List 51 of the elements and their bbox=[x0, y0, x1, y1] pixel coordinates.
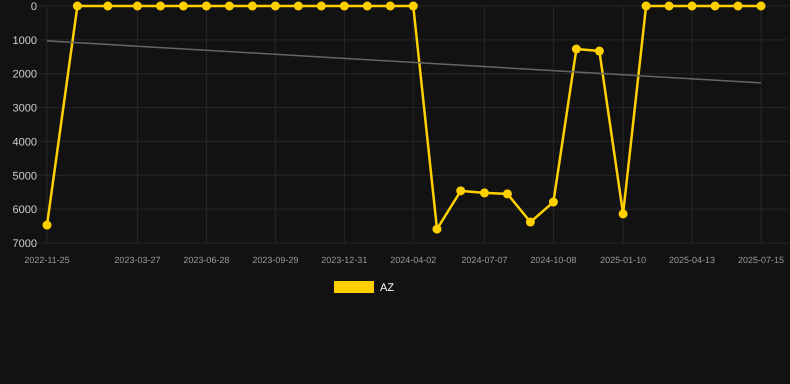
point bbox=[710, 2, 720, 10]
point bbox=[526, 218, 535, 227]
x-tick-label: 2024-04-02 bbox=[390, 255, 436, 265]
y-tick-label: 5000 bbox=[12, 170, 37, 182]
y-tick-label: 4000 bbox=[12, 136, 37, 148]
point bbox=[480, 188, 489, 198]
y-tick-label: 2000 bbox=[12, 68, 37, 81]
point bbox=[502, 189, 512, 198]
point bbox=[456, 186, 466, 196]
point bbox=[224, 2, 234, 10]
point bbox=[316, 2, 326, 10]
point bbox=[72, 2, 82, 10]
point bbox=[202, 2, 211, 10]
x-tick-label: 2025-07-15 bbox=[738, 255, 784, 265]
x-tick-label: 2024-07-07 bbox=[461, 255, 508, 265]
point bbox=[248, 2, 257, 10]
point bbox=[688, 2, 697, 10]
x-tick-label: 2024-10-08 bbox=[530, 255, 576, 265]
x-tick-label: 2023-06-28 bbox=[183, 255, 230, 265]
point bbox=[594, 46, 604, 56]
y-tick-label: 7000 bbox=[12, 238, 37, 250]
point bbox=[572, 44, 581, 54]
point bbox=[270, 2, 280, 10]
point bbox=[734, 2, 743, 10]
point bbox=[386, 2, 395, 10]
point bbox=[42, 220, 52, 230]
point bbox=[432, 224, 442, 234]
x-tick-label: 2025-01-10 bbox=[600, 255, 646, 265]
x-tick-label: 2022-11-25 bbox=[24, 255, 70, 265]
x-tick-label: 2023-09-29 bbox=[252, 255, 298, 265]
point bbox=[756, 2, 766, 10]
y-tick-label: 0 bbox=[30, 1, 37, 13]
point bbox=[178, 2, 188, 10]
y-tick-label: 3000 bbox=[12, 102, 37, 115]
point bbox=[664, 2, 674, 10]
point bbox=[294, 2, 303, 10]
x-tick-label: 2023-12-31 bbox=[321, 255, 368, 265]
point bbox=[132, 2, 142, 10]
legend-label: AZ bbox=[380, 282, 394, 294]
point bbox=[362, 2, 372, 10]
x-tick-label: 2023-03-27 bbox=[114, 255, 160, 265]
point bbox=[103, 2, 112, 10]
y-tick-label: 1000 bbox=[12, 34, 37, 47]
point bbox=[642, 2, 651, 10]
point bbox=[340, 2, 349, 10]
point bbox=[408, 2, 418, 10]
y-tick-label: 6000 bbox=[12, 204, 37, 216]
x-tick-label: 2025-04-13 bbox=[669, 255, 716, 265]
point bbox=[548, 198, 558, 207]
point bbox=[618, 209, 628, 218]
point bbox=[156, 2, 165, 10]
